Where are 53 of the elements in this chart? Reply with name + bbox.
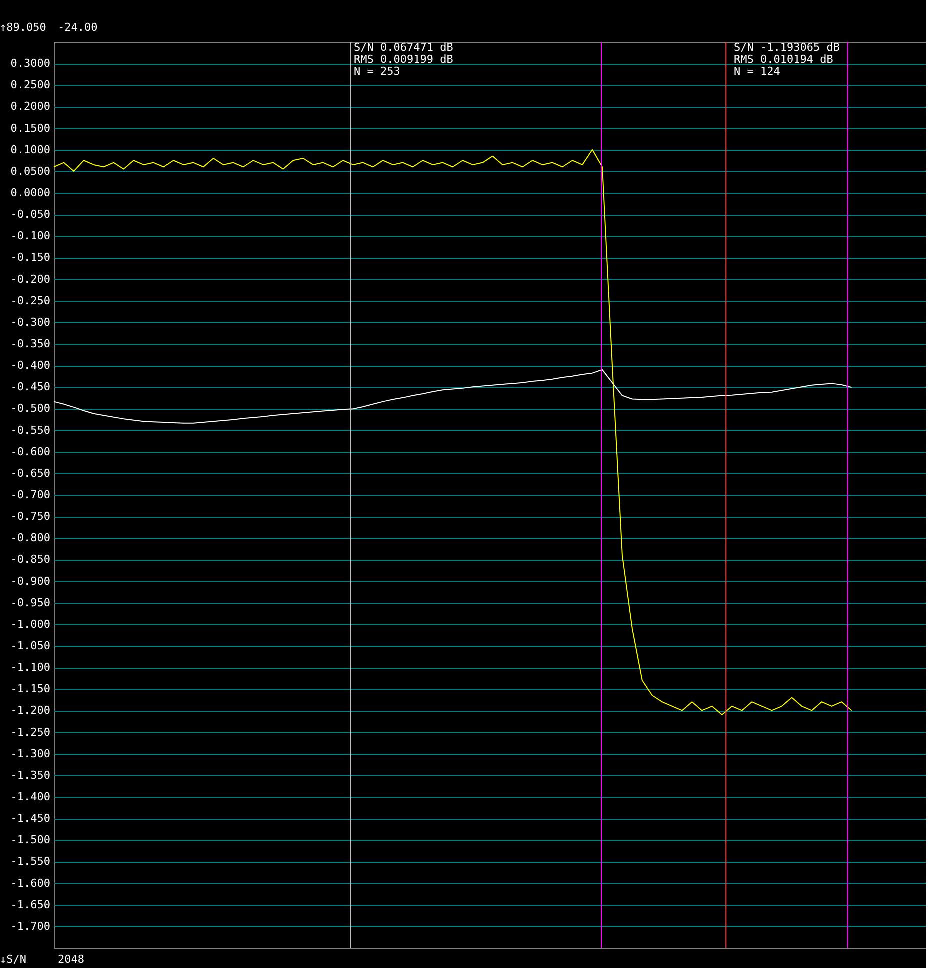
y-tick-label: -1.450 xyxy=(10,812,50,826)
y-tick-label: 0.2500 xyxy=(10,78,50,92)
y-tick-label: -0.450 xyxy=(10,380,50,394)
annotation: N = 124 xyxy=(734,65,781,78)
y-tick-label: -0.850 xyxy=(10,553,50,566)
y-tick-label: 0.3000 xyxy=(10,57,50,70)
annotation: RMS 0.010194 dB xyxy=(734,53,834,66)
y-tick-label: -1.050 xyxy=(10,640,50,652)
y-tick-label: 0.1500 xyxy=(10,122,50,135)
y-tick-label: -0.800 xyxy=(10,532,50,545)
annotation: N = 253 xyxy=(354,65,400,78)
y-tick-label: -1.650 xyxy=(10,898,50,912)
y-tick-label: -0.100 xyxy=(10,230,50,243)
y-tick-label: -1.300 xyxy=(10,747,50,760)
y-tick-label: -0.500 xyxy=(10,402,50,416)
y-tick-label: -0.950 xyxy=(10,596,50,610)
line-series xyxy=(54,149,852,716)
y-tick-label: -1.000 xyxy=(10,618,50,631)
y-tick-label: -0.250 xyxy=(10,294,50,308)
y-tick-label: -1.250 xyxy=(10,726,50,739)
annotation: S/N -1.193065 dB xyxy=(734,41,840,54)
y-tick-label: -0.600 xyxy=(10,445,50,458)
text: ↑89.050 xyxy=(0,21,46,34)
y-tick-label: -0.350 xyxy=(10,338,50,350)
text: ↓S/N xyxy=(0,953,26,966)
y-tick-label: -1.100 xyxy=(10,661,50,674)
y-tick-label: 0.0500 xyxy=(10,164,50,178)
y-tick-label: 0.0000 xyxy=(10,186,50,200)
y-tick-label: -0.550 xyxy=(10,424,50,437)
y-tick-label: 0.2000 xyxy=(10,100,50,114)
y-tick-label: -0.200 xyxy=(10,272,50,286)
y-tick-label: -1.150 xyxy=(10,682,50,696)
text: -24.00 xyxy=(58,21,98,34)
y-tick-label: 0.1000 xyxy=(10,143,50,156)
y-tick-label: -1.700 xyxy=(10,920,50,933)
y-tick-label: -1.200 xyxy=(10,704,50,718)
y-tick-label: -1.500 xyxy=(10,834,50,847)
y-tick-label: -1.550 xyxy=(10,855,50,868)
y-tick-label: -1.350 xyxy=(10,768,50,782)
y-tick-label: -1.400 xyxy=(10,790,50,804)
annotation: RMS 0.009199 dB xyxy=(354,53,454,66)
y-tick-label: -0.650 xyxy=(10,466,50,480)
y-tick-label: -0.400 xyxy=(10,359,50,372)
y-tick-label: -0.300 xyxy=(10,316,50,329)
y-tick-label: -0.150 xyxy=(10,251,50,264)
y-tick-label: -0.900 xyxy=(10,574,50,588)
annotation: S/N 0.067471 dB xyxy=(354,41,454,54)
y-tick-label: -1.600 xyxy=(10,876,50,890)
text: 2048 xyxy=(58,953,84,966)
line-series xyxy=(54,369,852,424)
y-tick-label: -0.700 xyxy=(10,488,50,502)
y-tick-label: -0.750 xyxy=(10,510,50,524)
y-tick-label: -0.050 xyxy=(10,208,50,222)
